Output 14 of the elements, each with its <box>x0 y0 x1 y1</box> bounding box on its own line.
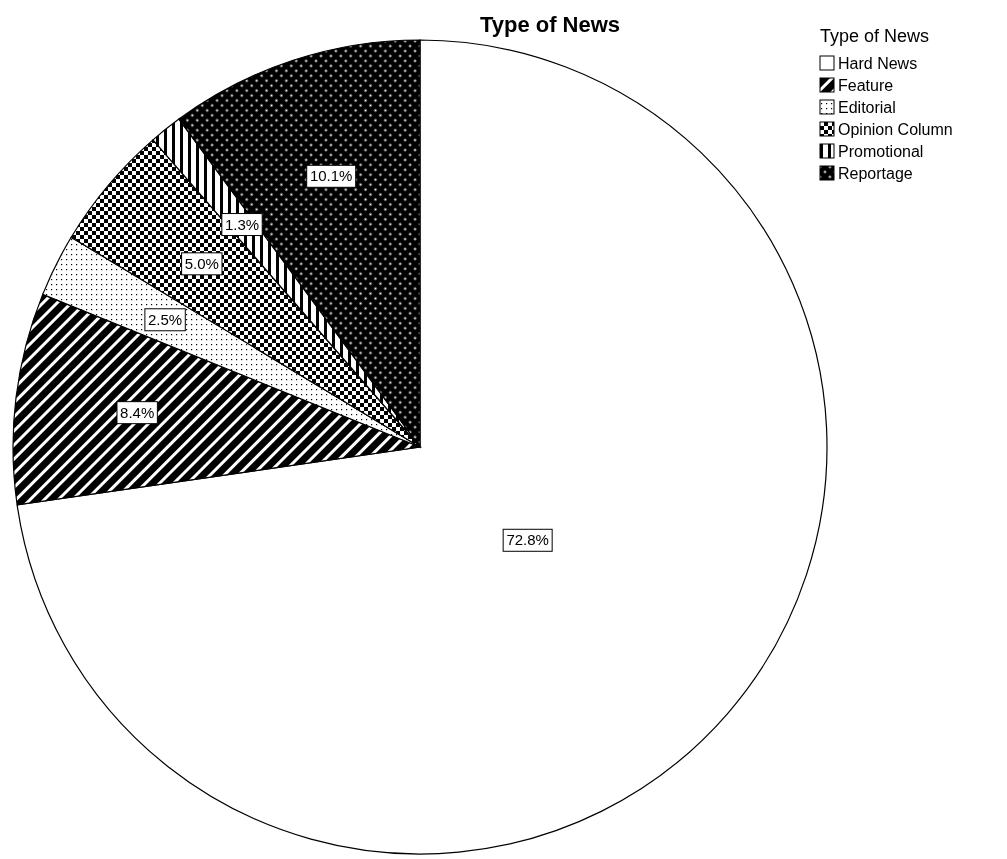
legend-label: Feature <box>838 77 894 94</box>
data-label: 1.3% <box>224 215 260 233</box>
data-label: 2.5% <box>147 310 183 328</box>
legend-label: Hard News <box>838 55 918 72</box>
data-label: 10.1% <box>309 167 353 185</box>
legend-label: Reportage <box>838 165 913 182</box>
chart-title: Type of News <box>479 12 621 37</box>
data-label: 72.8% <box>506 531 549 549</box>
data-label: 8.4% <box>120 403 155 421</box>
legend-label: Editorial <box>838 99 896 116</box>
legend-label: Promotional <box>838 143 924 160</box>
legend-label: Opinion Column <box>838 121 953 138</box>
legend-title: Type of News <box>820 26 930 46</box>
data-label: 5.0% <box>184 254 219 272</box>
